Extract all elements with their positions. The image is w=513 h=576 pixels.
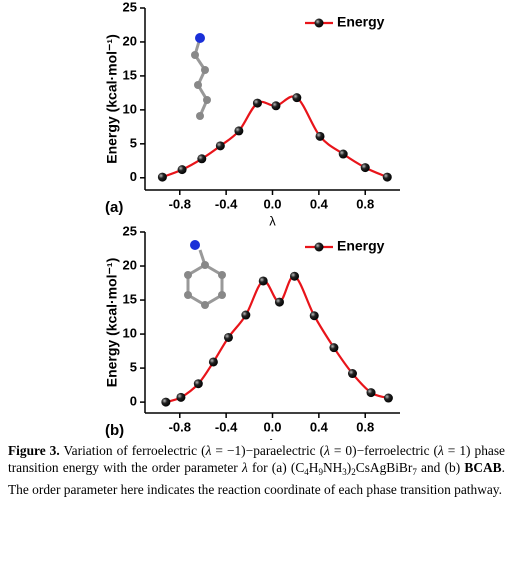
x-tick-label: 0.8 bbox=[356, 419, 374, 434]
caption-text: ) bbox=[346, 460, 352, 475]
panel-label: (a) bbox=[105, 199, 123, 216]
caption-text: NH bbox=[322, 460, 343, 475]
data-point bbox=[208, 357, 218, 367]
data-point bbox=[360, 163, 370, 173]
x-tick-label: -0.8 bbox=[169, 419, 191, 434]
x-tick-label: -0.8 bbox=[169, 196, 191, 211]
caption-text: = −1)−paraelectric ( bbox=[211, 443, 325, 458]
y-tick-label: 10 bbox=[123, 326, 137, 341]
figure: 0 5 10 15 20 25 -0.8 -0.4 0.0 0.4 0.8 λ Energy (kcal… bbox=[104, 0, 400, 440]
caption-text: λ bbox=[438, 443, 444, 458]
x-tick-label: -0.4 bbox=[215, 419, 238, 434]
y-tick-label: 10 bbox=[123, 101, 137, 116]
caption-text: λ bbox=[324, 443, 330, 458]
data-point bbox=[161, 397, 171, 407]
molecule-a bbox=[191, 33, 211, 120]
x-axis-label: λ bbox=[269, 213, 276, 228]
data-point bbox=[383, 393, 393, 403]
data-point bbox=[197, 154, 207, 164]
caption-text: λ bbox=[241, 460, 248, 475]
x-tick-label: 0.0 bbox=[263, 419, 281, 434]
data-point bbox=[223, 332, 233, 342]
data-point bbox=[382, 172, 392, 182]
caption-text: for (a) (C bbox=[247, 460, 305, 475]
caption-text: H bbox=[308, 460, 319, 475]
y-tick-label: 5 bbox=[130, 135, 137, 150]
x-tick-label: 0.0 bbox=[263, 196, 281, 211]
data-point bbox=[177, 165, 187, 175]
x-tick-label: 0.4 bbox=[310, 196, 329, 211]
data-point bbox=[193, 379, 203, 389]
y-tick-label: 25 bbox=[123, 0, 137, 14]
data-point bbox=[309, 311, 319, 321]
data-point bbox=[258, 276, 268, 286]
x-tick-label: -0.4 bbox=[215, 196, 238, 211]
y-tick-label: 15 bbox=[123, 67, 137, 82]
caption-text: and (b) bbox=[416, 460, 465, 475]
caption-text: Variation of ferroelectric ( bbox=[59, 443, 206, 458]
data-point bbox=[241, 310, 251, 320]
data-point bbox=[271, 101, 281, 111]
data-point bbox=[215, 141, 225, 151]
y-axis-label: Energy (kcal·mol⁻¹) bbox=[104, 258, 120, 388]
x-axis-label: λ bbox=[269, 436, 276, 440]
data-point bbox=[274, 297, 284, 307]
caption-text: Figure 3. bbox=[8, 443, 60, 458]
y-tick-label: 0 bbox=[130, 394, 137, 409]
data-point bbox=[252, 98, 262, 108]
molecule-b bbox=[184, 240, 226, 309]
panel-label: (b) bbox=[105, 422, 124, 439]
legend-label: Energy bbox=[337, 238, 385, 254]
caption-text: 9 bbox=[318, 467, 323, 477]
y-tick-label: 15 bbox=[123, 291, 137, 306]
legend-marker bbox=[314, 242, 324, 252]
y-tick-label: 20 bbox=[123, 257, 137, 272]
caption-text: = 1) phase transition energy with the or… bbox=[8, 443, 505, 475]
data-point bbox=[176, 392, 186, 402]
y-tick-label: 5 bbox=[130, 360, 137, 375]
caption-text: 3 bbox=[342, 467, 347, 477]
data-point bbox=[292, 93, 302, 103]
x-tick-label: 0.4 bbox=[310, 419, 329, 434]
caption-text: CsAgBiBr bbox=[355, 460, 413, 475]
y-axis-label: Energy (kcal·mol⁻¹) bbox=[104, 34, 120, 164]
data-point bbox=[157, 172, 167, 182]
caption-text: 7 bbox=[412, 467, 417, 477]
data-point bbox=[329, 343, 339, 353]
legend-label: Energy bbox=[337, 14, 385, 30]
data-point bbox=[338, 149, 348, 159]
y-tick-label: 25 bbox=[123, 223, 137, 238]
data-point bbox=[366, 388, 376, 398]
data-point bbox=[347, 369, 357, 379]
legend-marker bbox=[314, 18, 324, 28]
caption-text: 2 bbox=[351, 467, 356, 477]
caption-text: 4 bbox=[304, 467, 309, 477]
y-tick-label: 20 bbox=[123, 33, 137, 48]
caption-text: λ bbox=[205, 443, 212, 458]
data-point bbox=[234, 126, 244, 136]
caption-text: BCAB bbox=[464, 460, 502, 475]
x-tick-label: 0.8 bbox=[356, 196, 374, 211]
data-point bbox=[315, 131, 325, 141]
caption-text: . The order parameter here indicates the… bbox=[8, 460, 505, 497]
caption: Figure 3. Variation of ferroelectric (λ … bbox=[8, 442, 505, 498]
y-tick-label: 0 bbox=[130, 169, 137, 184]
data-point bbox=[290, 271, 300, 281]
caption-text: = 0)−ferroelectric ( bbox=[329, 443, 438, 458]
